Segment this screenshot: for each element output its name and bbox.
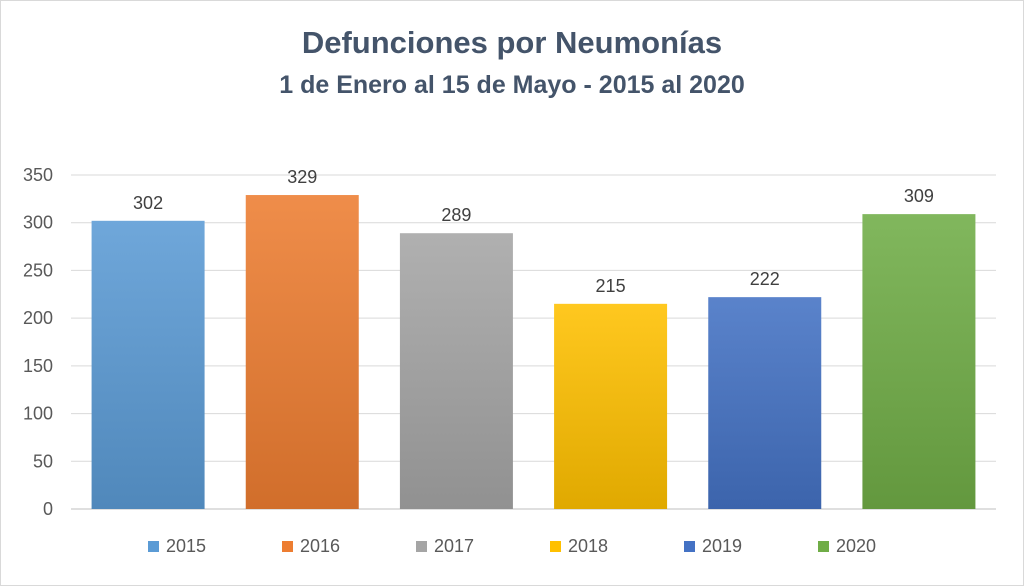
legend: 2015 2016 2017 2018 2019 2020 — [1, 536, 1023, 557]
bar-2020 — [862, 214, 976, 509]
legend-label: 2020 — [835, 536, 877, 556]
legend-label: 2015 — [165, 536, 207, 556]
data-label-2017: 289 — [441, 205, 471, 225]
legend-label: 2018 — [567, 536, 609, 556]
legend-item-2019: 2019 — [646, 536, 780, 557]
bar-2019 — [708, 297, 822, 509]
y-tick-label: 100 — [23, 404, 53, 424]
bars — [91, 195, 976, 510]
data-label-2018: 215 — [596, 276, 626, 296]
y-tick-label: 250 — [23, 260, 53, 280]
legend-swatch — [817, 541, 829, 552]
data-label-2019: 222 — [750, 269, 780, 289]
y-tick-label: 200 — [23, 308, 53, 328]
legend-swatch — [549, 541, 561, 552]
chart-subtitle: 1 de Enero al 15 de Mayo - 2015 al 2020 — [279, 71, 745, 99]
y-tick-label: 350 — [23, 165, 53, 185]
data-label-2015: 302 — [133, 193, 163, 213]
y-tick-label: 150 — [23, 356, 53, 376]
legend-label: 2017 — [433, 536, 475, 556]
gridlines — [71, 174, 996, 510]
legend-swatch — [281, 541, 293, 552]
legend-item-2018: 2018 — [512, 536, 646, 557]
legend-label: 2019 — [701, 536, 743, 556]
y-axis: 0 50 100 150 200 250 300 350 — [23, 165, 53, 519]
data-label-2020: 309 — [904, 186, 934, 206]
y-tick-label: 50 — [33, 451, 53, 471]
y-tick-label: 0 — [43, 499, 53, 519]
legend-item-2020: 2020 — [780, 536, 914, 557]
data-label-2016: 329 — [287, 167, 317, 187]
bar-2015 — [91, 220, 205, 509]
legend-item-2017: 2017 — [378, 536, 512, 557]
bar-2018 — [554, 303, 668, 509]
legend-swatch — [683, 541, 695, 552]
legend-swatch — [415, 541, 427, 552]
legend-item-2015: 2015 — [110, 536, 244, 557]
chart-title: Defunciones por Neumonías — [301, 25, 723, 60]
legend-swatch — [147, 541, 159, 552]
data-labels: 302 329 289 215 222 309 — [133, 167, 934, 296]
bar-2016 — [245, 195, 359, 510]
bar-2017 — [399, 233, 513, 509]
legend-item-2016: 2016 — [244, 536, 378, 557]
y-tick-label: 300 — [23, 213, 53, 233]
legend-label: 2016 — [299, 536, 341, 556]
